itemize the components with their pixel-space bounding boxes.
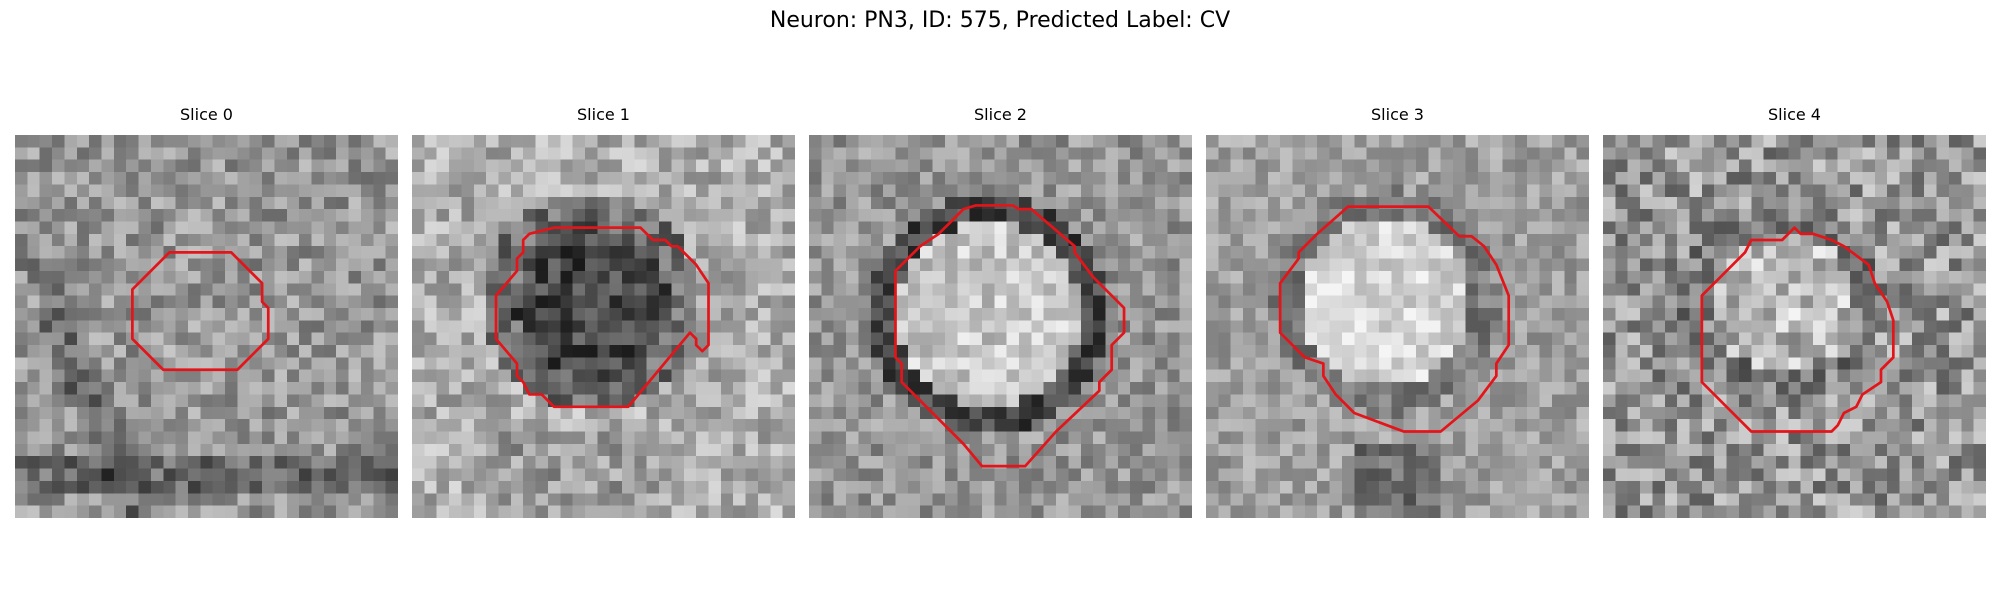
figure-title: Neuron: PN3, ID: 575, Predicted Label: C… (769, 8, 1231, 33)
contour-outline (894, 204, 1126, 468)
slice-title: Slice 1 (577, 105, 630, 124)
contour-outline (1278, 205, 1511, 433)
slice-image (1206, 135, 1589, 518)
contour-outline (1700, 226, 1895, 433)
contour-outline (131, 251, 270, 372)
slice-panel-2: Slice 2 (809, 105, 1192, 518)
contour-outline (494, 226, 710, 409)
slice-panel-1: Slice 1 (412, 105, 795, 518)
slice-image (15, 135, 398, 518)
slice-image (809, 135, 1192, 518)
slice-title: Slice 2 (974, 105, 1027, 124)
slice-title: Slice 3 (1371, 105, 1424, 124)
slice-image (412, 135, 795, 518)
slice-image (1603, 135, 1986, 518)
slice-panel-4: Slice 4 (1603, 105, 1986, 518)
slice-panel-3: Slice 3 (1206, 105, 1589, 518)
slice-title: Slice 0 (180, 105, 233, 124)
slice-title: Slice 4 (1768, 105, 1821, 124)
slice-panel-0: Slice 0 (15, 105, 398, 518)
